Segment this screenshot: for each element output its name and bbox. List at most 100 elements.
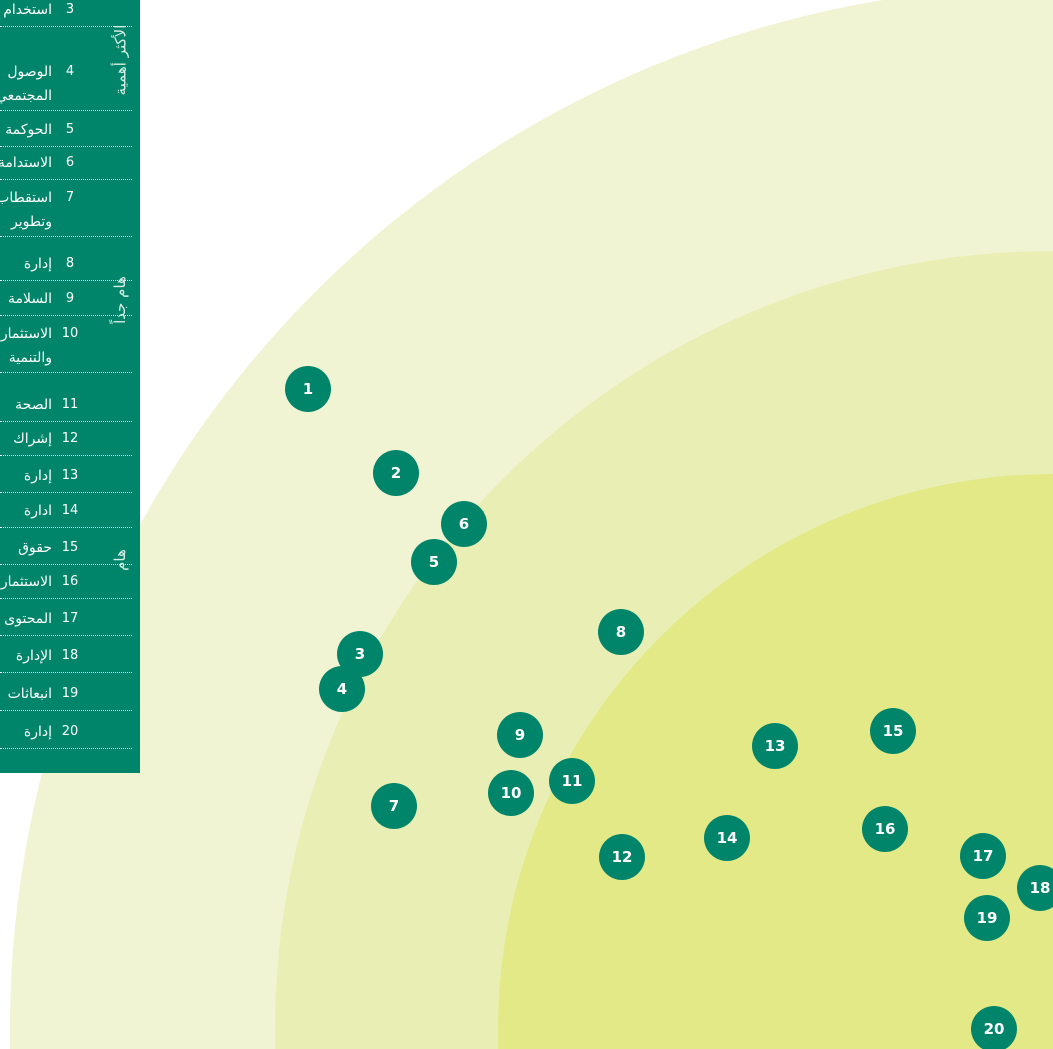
marker-dot (752, 723, 798, 769)
legend-group-label: الأكثر أهمية (110, 24, 129, 96)
marker-label: 4 (337, 680, 347, 698)
legend-divider (0, 455, 132, 456)
legend-group-label: هام جداً (110, 276, 129, 324)
legend-item: 17 المحتوى (0, 605, 140, 637)
legend-group-label: هام (110, 549, 129, 571)
marker-11: 11 (549, 758, 595, 804)
legend-item-number: 16 (61, 574, 79, 589)
marker-14: 14 (704, 815, 750, 861)
marker-dot (704, 815, 750, 861)
legend-item: 4 الوصول المجتمعي (0, 58, 140, 112)
marker-label: 11 (562, 772, 583, 790)
marker-dot (599, 834, 645, 880)
legend-panel: 3 استخدام 4 الوصول المجتمعي 5 الحوكمة 6 الاستدا… (0, 0, 140, 773)
marker-label: 8 (616, 623, 626, 641)
legend-item: 20 إدارة (0, 718, 140, 750)
marker-label: 15 (883, 722, 904, 740)
marker-dot (870, 708, 916, 754)
marker-label: 12 (612, 848, 633, 866)
legend-item-text: الاستدامة (0, 155, 52, 171)
marker-dot (549, 758, 595, 804)
marker-dot (497, 712, 543, 758)
marker-label: 5 (429, 553, 439, 571)
marker-label: 6 (459, 515, 469, 533)
marker-label: 10 (501, 784, 522, 802)
marker-19: 19 (964, 895, 1010, 941)
legend-divider (0, 492, 132, 493)
marker-6: 6 (441, 501, 487, 547)
marker-1: 1 (285, 366, 331, 412)
marker-label: 1 (303, 380, 313, 398)
marker-label: 16 (875, 820, 896, 838)
legend-item-number: 7 (65, 190, 75, 205)
marker-label: 7 (389, 797, 399, 815)
marker-label: 17 (973, 847, 994, 865)
marker-label: 9 (515, 726, 525, 744)
legend-item-text: الاستثمار (0, 574, 52, 590)
marker-label: 2 (391, 464, 401, 482)
marker-2: 2 (373, 450, 419, 496)
legend-item-number: 13 (61, 468, 79, 483)
marker-9: 9 (497, 712, 543, 758)
marker-label: 20 (984, 1020, 1005, 1038)
legend-divider (0, 236, 132, 237)
legend-item-text: المحتوى (4, 611, 52, 627)
marker-18: 18 (1017, 865, 1053, 911)
legend-item-number: 14 (61, 503, 79, 518)
legend-divider (0, 527, 132, 528)
marker-dot (598, 609, 644, 655)
legend-item-number: 19 (61, 686, 79, 701)
marker-13: 13 (752, 723, 798, 769)
legend-item: 15 حقوق (0, 534, 140, 566)
marker-label: 18 (1030, 879, 1051, 897)
legend-item: 7 استقطاب وتطوير (0, 184, 140, 238)
legend-item-text: إدارة (23, 724, 52, 740)
legend-item-number: 6 (65, 155, 75, 170)
marker-20: 20 (971, 1006, 1017, 1049)
marker-dot (411, 539, 457, 585)
legend-item-number: 15 (61, 540, 79, 555)
legend-divider (0, 315, 132, 316)
marker-dot (337, 631, 383, 677)
marker-dot (971, 1006, 1017, 1049)
marker-8: 8 (598, 609, 644, 655)
legend-divider (0, 421, 132, 422)
legend-divider (0, 598, 132, 599)
legend-divider (0, 710, 132, 711)
marker-15: 15 (870, 708, 916, 754)
marker-dot (960, 833, 1006, 879)
legend-item: 13 إدارة (0, 462, 140, 494)
legend-item: 3 استخدام (0, 0, 140, 28)
legend-item-text: حقوق (18, 540, 52, 556)
legend-item: 6 الاستدامة (0, 149, 140, 181)
marker-16: 16 (862, 806, 908, 852)
legend-item-text: السلامة (7, 291, 52, 307)
legend-item-text: إدارة (23, 256, 52, 272)
legend-item-text: انبعاثات (7, 686, 52, 702)
legend-item-number: 17 (61, 611, 79, 626)
legend-item-text: الإدارة (15, 648, 52, 664)
legend-item-text: استقطاب وتطوير (0, 190, 52, 230)
marker-dot (964, 895, 1010, 941)
marker-dot (285, 366, 331, 412)
legend-divider (0, 280, 132, 281)
legend-item: 19 انبعاثات (0, 680, 140, 712)
marker-5: 5 (411, 539, 457, 585)
legend-item-text: استخدام (3, 2, 52, 18)
marker-dot (371, 783, 417, 829)
legend-item-text: إشراك (13, 431, 52, 447)
legend-divider (0, 564, 132, 565)
marker-7: 7 (371, 783, 417, 829)
marker-dot (373, 450, 419, 496)
legend-divider (0, 748, 132, 749)
legend-item: 12 إشراك (0, 425, 140, 457)
marker-10: 10 (488, 770, 534, 816)
legend-divider (0, 26, 132, 27)
legend-item-text: ادارة (23, 503, 52, 519)
legend-divider (0, 179, 132, 180)
marker-dot (441, 501, 487, 547)
marker-label: 3 (355, 645, 365, 663)
marker-3: 3 (337, 631, 383, 677)
legend-item: 10 الاستثمار والتنمية (0, 320, 140, 374)
